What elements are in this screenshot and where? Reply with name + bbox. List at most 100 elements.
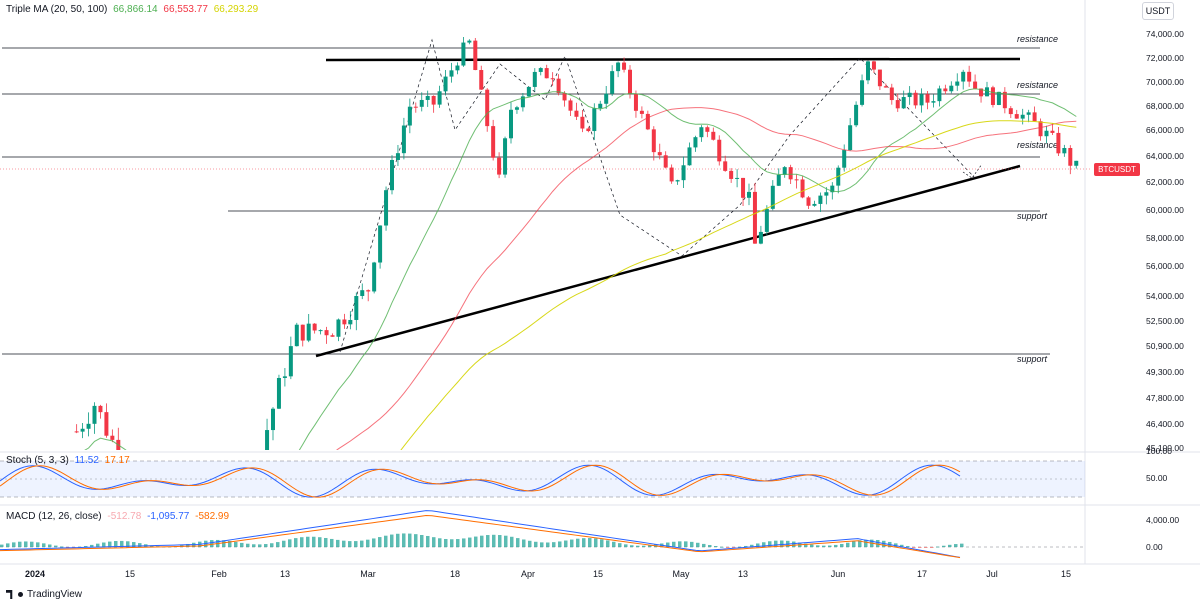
macd-hist-bar — [756, 543, 760, 547]
candle-body — [170, 534, 174, 536]
x-tick-label: Jun — [831, 569, 846, 579]
sr-annotation-label: resistance — [1017, 140, 1058, 150]
macd-hist-bar — [18, 541, 22, 547]
candle-body — [497, 157, 502, 175]
macd-hist-bar — [300, 537, 304, 547]
price-tick-label: 46,400.00 — [1146, 419, 1184, 429]
candle-body — [348, 319, 353, 325]
macd-hist-bar — [540, 542, 544, 547]
candle-body — [104, 412, 109, 436]
macd-hist-bar — [252, 544, 256, 547]
macd-hist-bar — [108, 541, 112, 547]
candle-body — [550, 78, 555, 80]
macd-hist-bar — [426, 535, 430, 547]
currency-button[interactable]: USDT — [1142, 2, 1174, 20]
macd-hist-bar — [588, 538, 592, 547]
macd-hist-bar — [372, 538, 376, 547]
candle-body — [717, 139, 722, 162]
candle-body — [401, 125, 406, 154]
macd-hist-bar — [414, 534, 418, 547]
macd-hist-bar — [624, 544, 628, 547]
macd-hist-bar — [630, 545, 634, 547]
macd-hist-bar — [612, 541, 616, 547]
macd-hist-bar — [390, 534, 394, 547]
candle-body — [437, 91, 442, 105]
candle-body — [1074, 160, 1079, 166]
candle-body — [1068, 147, 1073, 166]
macd-hist-bar — [618, 543, 622, 547]
price-tick-label: 74,000.00 — [1146, 29, 1184, 39]
candle-body — [300, 324, 305, 341]
stoch-tick-label: 50.00 — [1146, 473, 1168, 483]
x-tick-label: 15 — [1061, 569, 1071, 579]
macd-hist-bar — [450, 539, 454, 547]
macd-hist-bar — [468, 537, 472, 547]
candle-body — [919, 94, 924, 106]
price-tick-label: 70,000.00 — [1146, 77, 1184, 87]
candle-body — [520, 96, 525, 108]
candle-body — [877, 69, 882, 87]
candle-body — [425, 95, 430, 100]
candle-body — [110, 435, 115, 440]
macd-hist-bar — [768, 541, 772, 547]
candle-body — [616, 62, 621, 72]
macd-hist-bar — [810, 544, 814, 547]
candle-body — [604, 93, 609, 104]
macd-hist-bar — [900, 544, 904, 547]
macd-hist-bar — [480, 535, 484, 547]
candle-body — [806, 197, 811, 206]
price-tick-label: 72,000.00 — [1146, 53, 1184, 63]
candle-body — [598, 103, 603, 109]
x-tick-label: May — [672, 569, 690, 579]
macd-hist-bar — [42, 543, 46, 547]
macd-hist-bar — [684, 541, 688, 547]
macd-hist-bar — [918, 547, 922, 548]
macd-hist-bar — [924, 547, 928, 548]
candle-body — [639, 110, 644, 114]
candle-body — [306, 323, 311, 341]
candle-body — [669, 167, 674, 182]
macd-hist-bar — [954, 544, 958, 547]
candle-body — [711, 131, 716, 140]
tradingview-brand: TradingView — [6, 589, 82, 600]
candle-body — [973, 81, 978, 89]
macd-hist-bar — [312, 536, 316, 547]
macd-hist-bar — [132, 542, 136, 547]
macd-hist-bar — [258, 544, 262, 547]
macd-hist-bar — [408, 533, 412, 547]
candle-body — [276, 377, 281, 409]
price-tick-label: 50,900.00 — [1146, 341, 1184, 351]
macd-hist-bar — [138, 543, 142, 547]
ma50-value: 66,553.77 — [163, 4, 208, 15]
macd-hist-bar — [60, 546, 64, 548]
macd-hist-bar — [342, 540, 346, 547]
candle-body — [574, 110, 579, 117]
candle-body — [1032, 112, 1037, 122]
macd-hist-bar — [744, 545, 748, 547]
candle-body — [818, 195, 823, 204]
candle-body — [901, 97, 906, 109]
candle-body — [532, 71, 537, 87]
candle-body — [925, 94, 930, 103]
candle-body — [164, 534, 168, 562]
x-tick-label: Feb — [211, 569, 227, 579]
macd-hist-bar — [750, 544, 754, 547]
macd-tick-label: 4,000.00 — [1146, 515, 1179, 525]
sr-annotation-label: resistance — [1017, 34, 1058, 44]
candle-body — [182, 529, 186, 530]
macd-hist-bar — [906, 546, 910, 547]
macd-hist-bar — [582, 538, 586, 547]
candle-body — [764, 208, 769, 232]
macd-hist-bar — [234, 541, 238, 547]
candle-body — [455, 65, 460, 71]
ma100-value: 66,293.29 — [213, 4, 259, 15]
macd-hist-bar — [732, 547, 736, 548]
candle-body — [366, 290, 371, 292]
candle-body — [842, 150, 847, 168]
macd-hist-bar — [828, 545, 832, 547]
macd-hist-bar — [726, 547, 730, 548]
candle-body — [681, 165, 686, 181]
candle-body — [461, 42, 466, 66]
candle-body — [782, 167, 787, 175]
